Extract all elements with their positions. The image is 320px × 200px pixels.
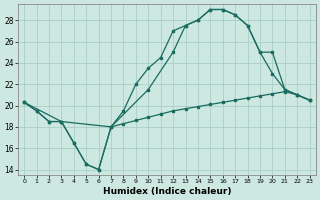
X-axis label: Humidex (Indice chaleur): Humidex (Indice chaleur)	[103, 187, 231, 196]
